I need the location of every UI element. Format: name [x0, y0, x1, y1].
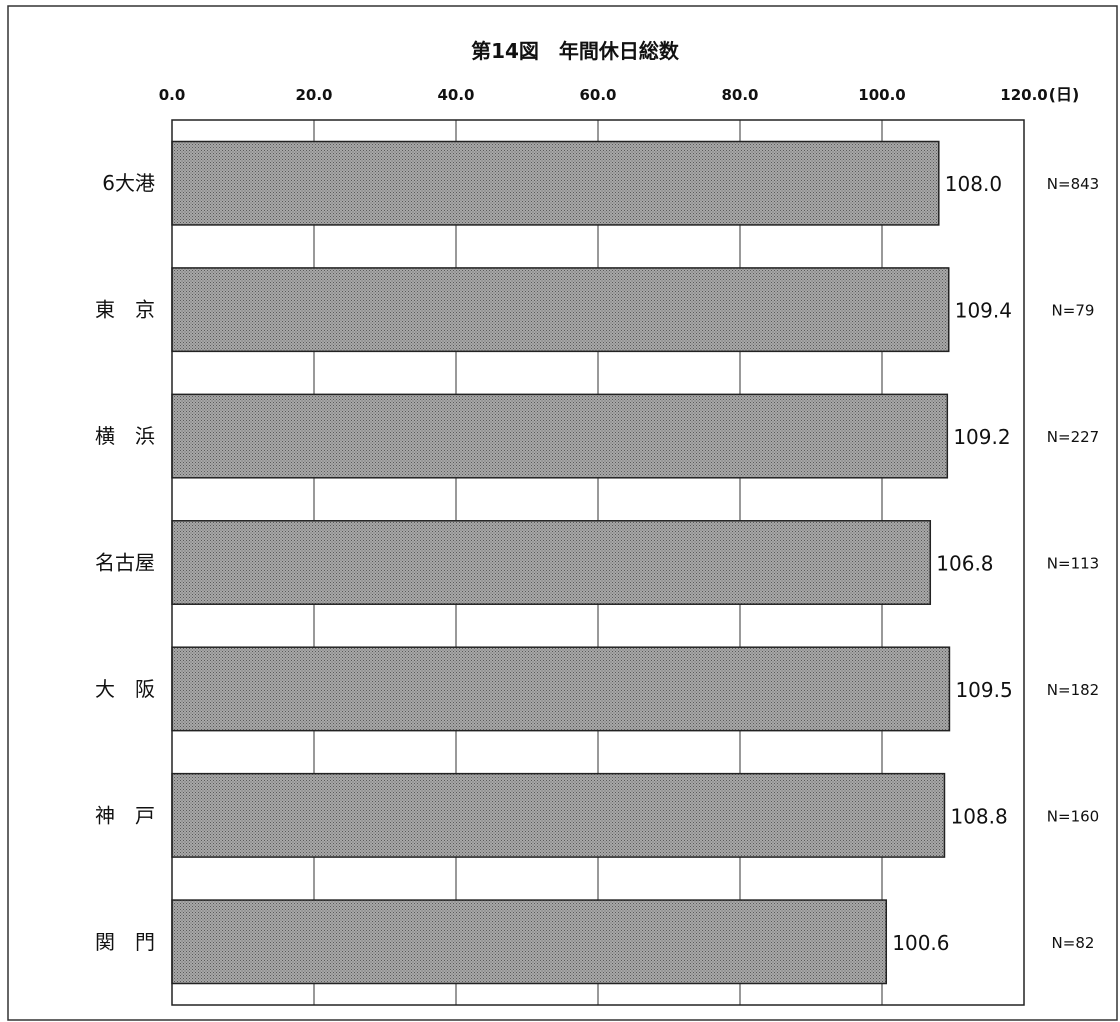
x-axis-ticks: 0.0 20.0 40.0 60.0 80.0 100.0 120.0 — [159, 86, 1048, 104]
x-tick-label: 40.0 — [437, 86, 474, 104]
value-label: 106.8 — [936, 552, 993, 576]
value-label: 109.4 — [955, 299, 1012, 323]
outer-frame — [7, 5, 1118, 1021]
category-label: 東 京 — [95, 298, 155, 322]
sample-size-label: N=160 — [1047, 807, 1099, 825]
value-label: 109.5 — [955, 678, 1012, 702]
bar — [171, 899, 888, 985]
bar — [171, 772, 946, 858]
sample-size-label: N=113 — [1047, 555, 1099, 573]
value-label: 108.8 — [950, 804, 1007, 828]
sample-size-label: N=182 — [1047, 681, 1099, 699]
category-label: 大 阪 — [95, 677, 155, 701]
bar — [171, 267, 950, 353]
bar — [171, 520, 932, 605]
x-tick-label: 120.0 — [1000, 86, 1047, 104]
x-tick-label: 80.0 — [721, 86, 758, 104]
unit-label: (日) — [1049, 85, 1080, 104]
category-label: 6大港 — [102, 171, 155, 195]
sample-size-label: N=82 — [1052, 934, 1095, 952]
bars — [171, 140, 951, 985]
category-label: 名古屋 — [95, 551, 155, 575]
labels: 6大港 108.0 N=843 東 京 109.4 N=79 横 浜 109.2 N=227 名古… — [95, 171, 1099, 955]
category-label: 神 戸 — [95, 803, 155, 827]
value-label: 100.6 — [892, 931, 949, 955]
plot-frame — [171, 119, 1025, 1006]
bar — [171, 393, 949, 479]
x-tick-label: 0.0 — [159, 86, 186, 104]
sample-size-label: N=227 — [1047, 428, 1099, 446]
chart-title: 第14図 年間休日総数 — [471, 39, 680, 63]
bar — [171, 140, 940, 226]
bar — [171, 646, 951, 732]
x-tick-label: 100.0 — [858, 86, 905, 104]
x-tick-label: 20.0 — [295, 86, 332, 104]
category-label: 横 浜 — [95, 424, 155, 448]
x-tick-label: 60.0 — [579, 86, 616, 104]
category-label: 関 門 — [95, 930, 155, 954]
sample-size-label: N=79 — [1052, 302, 1095, 320]
value-label: 108.0 — [945, 172, 1002, 196]
value-label: 109.2 — [953, 425, 1010, 449]
sample-size-label: N=843 — [1047, 175, 1099, 193]
